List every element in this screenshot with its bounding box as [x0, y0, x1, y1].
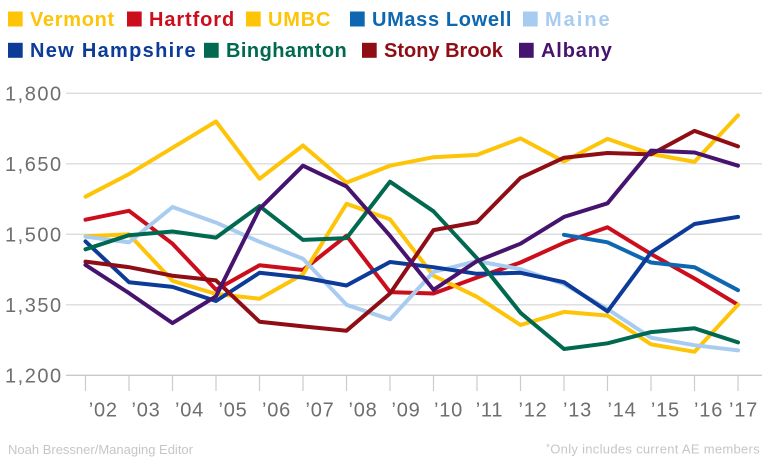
- svg-text:’08: ’08: [348, 400, 377, 422]
- svg-text:1,800: 1,800: [5, 84, 63, 106]
- svg-text:’02: ’02: [89, 400, 118, 422]
- svg-text:’10: ’10: [434, 400, 463, 422]
- svg-text:’15: ’15: [651, 400, 680, 422]
- svg-text:1,500: 1,500: [5, 225, 63, 247]
- svg-text:Noah Bressner/Managing Editor: Noah Bressner/Managing Editor: [8, 442, 194, 457]
- svg-text:’12: ’12: [518, 400, 547, 422]
- svg-text:UMBC: UMBC: [268, 9, 331, 31]
- svg-text:’03: ’03: [131, 400, 160, 422]
- svg-text:*Only includes current AE memb: *Only includes current AE members: [546, 442, 760, 457]
- svg-text:1,650: 1,650: [5, 154, 63, 176]
- svg-text:’09: ’09: [391, 400, 420, 422]
- svg-text:UMass Lowell: UMass Lowell: [372, 9, 512, 31]
- svg-text:1,200: 1,200: [5, 366, 63, 388]
- svg-text:Binghamton: Binghamton: [226, 40, 347, 62]
- svg-text:Albany: Albany: [541, 40, 613, 62]
- svg-text:1,350: 1,350: [5, 295, 63, 317]
- svg-text:Vermont: Vermont: [30, 9, 115, 31]
- svg-text:’17: ’17: [729, 400, 758, 422]
- svg-text:’05: ’05: [218, 400, 247, 422]
- svg-text:’13: ’13: [563, 400, 592, 422]
- svg-text:’14: ’14: [607, 400, 636, 422]
- svg-text:’11: ’11: [476, 400, 504, 422]
- svg-text:Stony Brook: Stony Brook: [384, 40, 504, 62]
- svg-text:’06: ’06: [262, 400, 291, 422]
- svg-text:’07: ’07: [305, 400, 334, 422]
- svg-text:’04: ’04: [175, 400, 204, 422]
- svg-text:Hartford: Hartford: [149, 9, 235, 31]
- svg-text:New Hampshire: New Hampshire: [30, 40, 197, 62]
- svg-text:’16: ’16: [694, 400, 723, 422]
- svg-text:Maine: Maine: [545, 9, 612, 31]
